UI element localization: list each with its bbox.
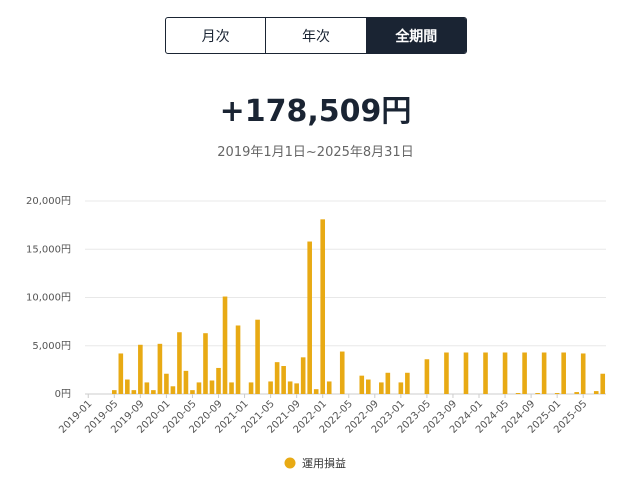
bar: [177, 332, 182, 394]
bar: [235, 325, 241, 394]
bar: [131, 390, 137, 394]
bar: [385, 372, 391, 394]
bar: [125, 379, 130, 394]
period-tabs: 月次 年次 全期間: [165, 17, 467, 54]
bar: [379, 382, 384, 394]
y-tick-label: 10,000円: [26, 293, 71, 304]
legend-swatch: [284, 457, 296, 469]
y-tick-label: 0円: [55, 389, 71, 400]
bar: [287, 381, 293, 394]
tab[interactable]: 月次: [166, 18, 267, 53]
bar: [580, 353, 586, 394]
bar: [339, 351, 345, 394]
bar: [112, 390, 117, 394]
bar: [593, 391, 599, 394]
tab[interactable]: 全期間: [366, 18, 466, 53]
bar: [561, 352, 566, 394]
bar: [326, 381, 332, 394]
bar: [268, 381, 273, 394]
bar: [138, 344, 143, 394]
bar: [535, 393, 540, 394]
bar: [444, 352, 449, 394]
bar: [170, 386, 176, 394]
bar: [183, 370, 189, 394]
bar: [522, 352, 527, 394]
bar: [118, 353, 124, 394]
bar: [483, 352, 488, 394]
bar: [164, 373, 169, 394]
bar: [365, 379, 371, 394]
bar: [222, 296, 228, 394]
bar: [190, 390, 195, 394]
bar: [574, 392, 579, 394]
bar: [144, 382, 150, 394]
bar: [359, 375, 365, 394]
bar: [157, 343, 163, 394]
date-range: 2019年1月1日~2025年8月31日: [217, 145, 414, 160]
bar: [229, 382, 234, 394]
total-profit: +178,509円: [219, 94, 412, 129]
bar: [203, 333, 208, 394]
bar: [405, 372, 410, 394]
bar: [300, 357, 306, 394]
bar: [255, 319, 260, 394]
bar: [463, 352, 469, 394]
bar: [281, 366, 286, 394]
bar: [248, 382, 254, 394]
bar: [424, 359, 430, 394]
bar: [600, 373, 606, 394]
tab[interactable]: 年次: [266, 18, 367, 53]
y-tick-label: 5,000円: [32, 341, 71, 352]
bar: [307, 241, 312, 394]
legend-label: 運用損益: [302, 456, 346, 470]
y-tick-label: 20,000円: [26, 196, 71, 207]
bar: [196, 382, 202, 394]
bar: [320, 219, 326, 394]
bar: [151, 390, 156, 394]
y-tick-label: 15,000円: [26, 244, 71, 255]
bar: [209, 380, 215, 394]
bar: [398, 382, 404, 394]
bar: [515, 393, 521, 394]
bar: [294, 383, 299, 394]
bar: [216, 367, 221, 394]
bar: [502, 352, 508, 394]
bar: [274, 362, 280, 394]
bar: [541, 352, 547, 394]
bar: [313, 389, 319, 394]
bar: [554, 393, 560, 394]
